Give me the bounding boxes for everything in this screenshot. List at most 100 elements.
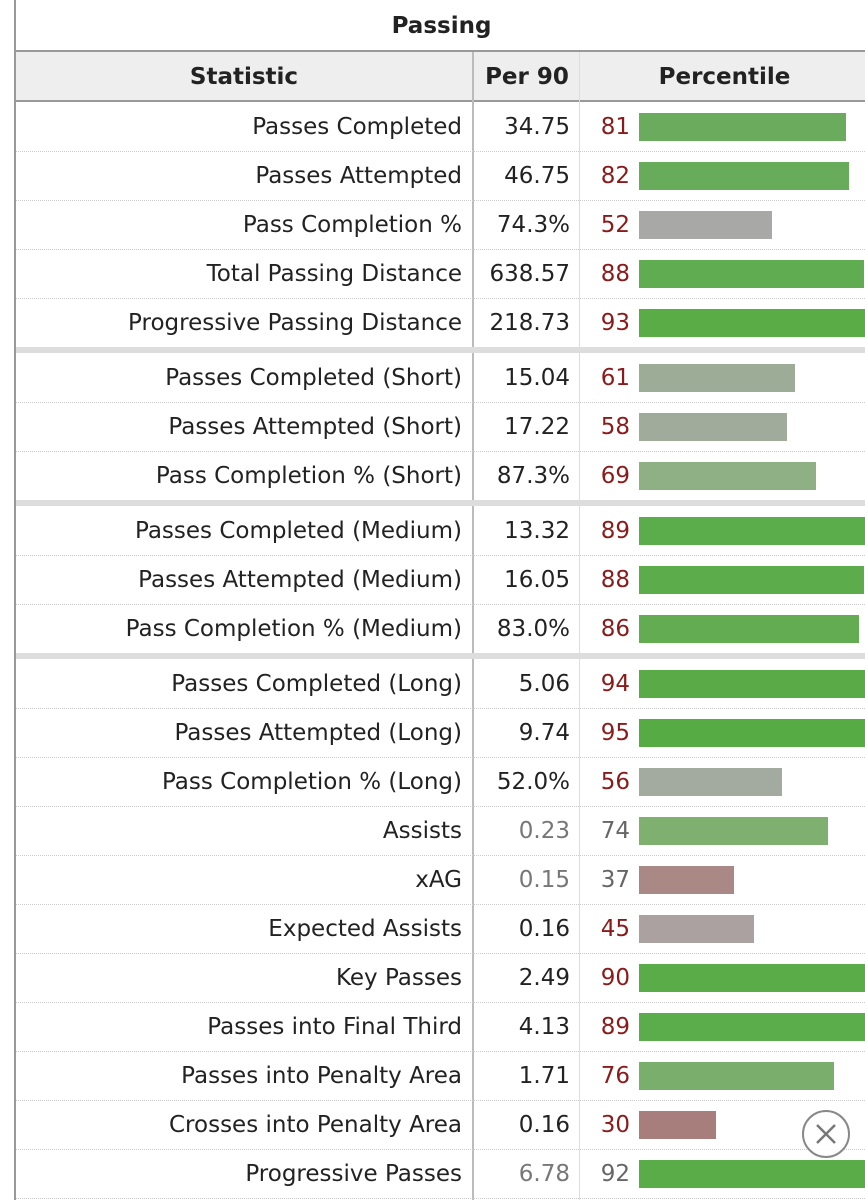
per90-value: 218.73 <box>489 310 570 336</box>
header-cell: Per 90 <box>485 64 569 90</box>
percentile-bar <box>639 768 783 796</box>
percentile-bar <box>639 670 865 698</box>
group-separator <box>16 653 865 659</box>
percentile-bar <box>639 260 865 288</box>
close-button[interactable] <box>802 1110 850 1158</box>
percentile-value: 30 <box>600 1112 630 1138</box>
stat-name: Pass Completion % (Short) <box>155 463 462 489</box>
stat-name: xAG <box>415 867 462 893</box>
per90-value: 52.0% <box>496 769 570 795</box>
row-rule <box>16 249 865 250</box>
row-rule <box>16 904 865 905</box>
stat-name: Passes Completed (Medium) <box>134 518 462 544</box>
percentile-bar <box>639 309 865 337</box>
per90-value: 9.74 <box>518 720 570 746</box>
percentile-value: 76 <box>600 1063 630 1089</box>
stat-name: Progressive Passing Distance <box>128 310 462 336</box>
percentile-value: 89 <box>600 518 630 544</box>
percentile-bar <box>639 566 865 594</box>
stat-name: Expected Assists <box>268 916 462 942</box>
stat-name: Crosses into Penalty Area <box>169 1112 462 1138</box>
percentile-bar <box>639 113 847 141</box>
per90-value: 6.78 <box>518 1161 570 1187</box>
rule <box>16 50 865 52</box>
row-rule <box>16 402 865 403</box>
table-title: Passing <box>391 13 492 39</box>
percentile-value: 92 <box>600 1161 630 1187</box>
per90-value: 34.75 <box>504 114 570 140</box>
percentile-bar <box>639 866 734 894</box>
percentile-bar <box>639 1062 834 1090</box>
percentile-bar <box>639 964 865 992</box>
percentile-value: 86 <box>600 616 630 642</box>
percentile-value: 45 <box>600 916 630 942</box>
percentile-value: 95 <box>600 720 630 746</box>
percentile-bar <box>639 162 849 190</box>
percentile-value: 74 <box>600 818 630 844</box>
percentile-bar <box>639 915 755 943</box>
column-rule <box>579 52 580 1200</box>
row-rule <box>16 1002 865 1003</box>
stat-name: Pass Completion % (Long) <box>161 769 462 795</box>
row-rule <box>16 200 865 201</box>
row-rule <box>16 604 865 605</box>
stat-name: Progressive Passes <box>245 1161 462 1187</box>
per90-value: 638.57 <box>489 261 570 287</box>
row-rule <box>16 1198 865 1199</box>
percentile-bar <box>639 517 865 545</box>
per90-value: 83.0% <box>496 616 570 642</box>
percentile-bar <box>639 719 865 747</box>
percentile-value: 90 <box>600 965 630 991</box>
percentile-bar <box>639 1111 716 1139</box>
percentile-value: 37 <box>600 867 630 893</box>
percentile-value: 88 <box>600 261 630 287</box>
percentile-value: 93 <box>600 310 630 336</box>
stat-name: Passes Completed (Long) <box>171 671 462 697</box>
row-rule <box>16 298 865 299</box>
row-rule <box>16 855 865 856</box>
percentile-bar <box>639 1013 865 1041</box>
percentile-value: 89 <box>600 1014 630 1040</box>
per90-value: 0.23 <box>518 818 570 844</box>
percentile-bar <box>639 413 788 441</box>
group-separator <box>16 500 865 506</box>
row-rule <box>16 953 865 954</box>
group-separator <box>16 347 865 353</box>
percentile-value: 81 <box>600 114 630 140</box>
per90-value: 0.15 <box>518 867 570 893</box>
percentile-bar <box>639 211 773 239</box>
close-icon <box>816 1124 836 1144</box>
percentile-value: 56 <box>600 769 630 795</box>
per90-value: 4.13 <box>518 1014 570 1040</box>
stat-name: Passes into Final Third <box>207 1014 462 1040</box>
per90-value: 74.3% <box>496 212 570 238</box>
stat-name: Key Passes <box>335 965 462 991</box>
stat-name: Total Passing Distance <box>206 261 462 287</box>
rule <box>16 100 865 102</box>
percentile-bar <box>639 817 829 845</box>
stat-name: Passes Attempted (Medium) <box>138 567 462 593</box>
per90-value: 46.75 <box>504 163 570 189</box>
header-cell: Percentile <box>658 64 791 90</box>
stat-name: Passes Completed (Short) <box>165 365 462 391</box>
header-cell: Statistic <box>189 64 299 90</box>
column-rule <box>472 52 474 1200</box>
percentile-value: 58 <box>600 414 630 440</box>
stat-name: Pass Completion % (Medium) <box>125 616 462 642</box>
percentile-value: 94 <box>600 671 630 697</box>
percentile-bar <box>639 615 860 643</box>
row-rule <box>16 1149 865 1150</box>
per90-value: 15.04 <box>504 365 570 391</box>
per90-value: 2.49 <box>518 965 570 991</box>
row-rule <box>16 757 865 758</box>
percentile-value: 69 <box>600 463 630 489</box>
percentile-bar <box>639 1160 865 1188</box>
per90-value: 1.71 <box>518 1063 570 1089</box>
per90-value: 5.06 <box>518 671 570 697</box>
stat-name: Passes Attempted (Long) <box>174 720 462 746</box>
per90-value: 0.16 <box>518 1112 570 1138</box>
percentile-value: 52 <box>600 212 630 238</box>
stat-name: Assists <box>382 818 462 844</box>
stat-name: Passes Attempted (Short) <box>168 414 462 440</box>
